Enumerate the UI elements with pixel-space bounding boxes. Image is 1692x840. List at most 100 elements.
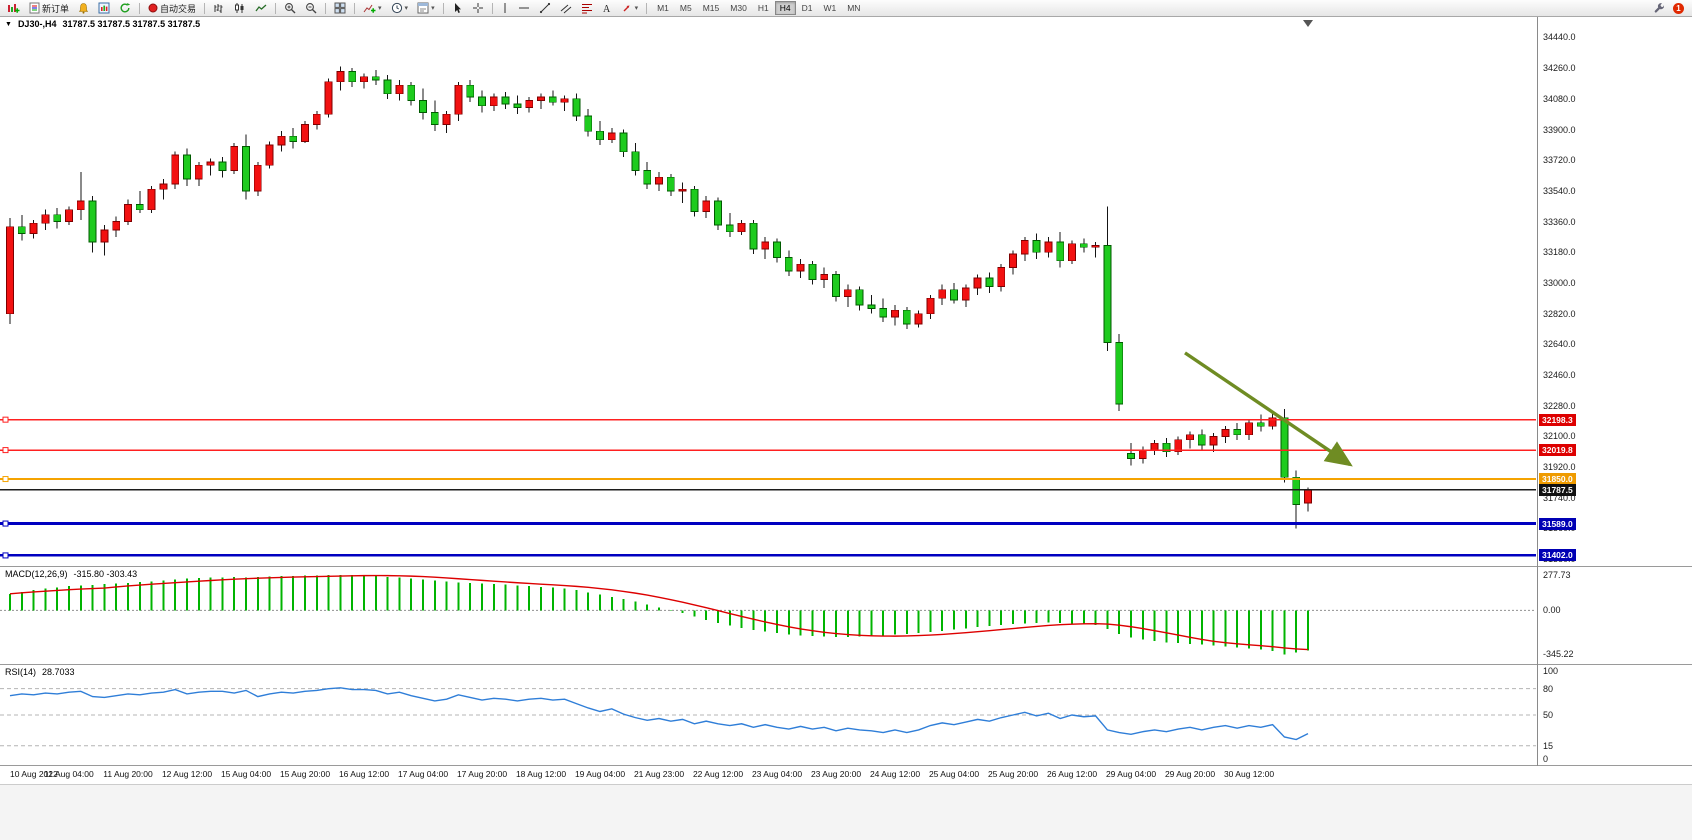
price-tag-31850.0: 31850.0 bbox=[1539, 473, 1576, 486]
candle bbox=[1103, 245, 1112, 344]
crosshair-icon bbox=[472, 3, 483, 13]
svg-text:A: A bbox=[603, 4, 611, 14]
candle bbox=[950, 289, 958, 301]
refresh-button[interactable] bbox=[116, 0, 134, 16]
trendline-tool-button[interactable] bbox=[536, 0, 554, 16]
candle bbox=[277, 135, 286, 146]
price-tick: 33720.0 bbox=[1543, 155, 1576, 166]
settings-button[interactable] bbox=[1650, 0, 1668, 16]
clock-icon bbox=[391, 2, 402, 14]
symbol-ohlc-readout: ▼ DJ30-,H4 31787.5 31787.5 31787.5 31787… bbox=[5, 19, 200, 29]
horizontal-line-icon bbox=[518, 7, 529, 9]
periods-button[interactable]: ▾ bbox=[388, 0, 412, 16]
candle bbox=[454, 84, 463, 115]
panel-separator[interactable] bbox=[0, 566, 1692, 567]
timeframe-h1-button[interactable]: H1 bbox=[757, 3, 769, 13]
alerts-button[interactable] bbox=[75, 0, 92, 16]
price-tick: 33000.0 bbox=[1543, 277, 1576, 288]
chart-profiles-button[interactable] bbox=[95, 0, 113, 16]
candle bbox=[1186, 434, 1194, 441]
time-label: 11 Aug 04:00 bbox=[44, 769, 94, 779]
candle bbox=[1162, 442, 1171, 453]
candle bbox=[855, 289, 864, 306]
candle bbox=[135, 204, 144, 211]
templates-button[interactable]: ▾ bbox=[414, 0, 438, 16]
candle bbox=[171, 154, 180, 185]
zoom-out-icon bbox=[306, 3, 317, 14]
price-tick: 31920.0 bbox=[1543, 462, 1576, 473]
time-label: 30 Aug 12:00 bbox=[1223, 769, 1275, 779]
indicators-button[interactable]: ▾ bbox=[360, 0, 385, 16]
chart-shift-marker[interactable] bbox=[1303, 20, 1313, 27]
timeframe-d1-button[interactable]: D1 bbox=[801, 3, 813, 13]
text-tool-button[interactable]: A bbox=[599, 0, 615, 16]
auto-trading-label: 自动交易 bbox=[160, 3, 197, 14]
horizontal-line-tool-button[interactable] bbox=[515, 0, 533, 16]
candlestick-plot bbox=[0, 20, 1536, 559]
candle bbox=[513, 103, 522, 108]
bar-chart-button[interactable] bbox=[210, 0, 228, 16]
wrench-icon bbox=[1654, 3, 1664, 13]
time-label: 16 Aug 12:00 bbox=[338, 769, 390, 779]
channel-tool-button[interactable] bbox=[557, 0, 575, 16]
candlestick-chart-button[interactable] bbox=[231, 0, 249, 16]
fibonacci-tool-button[interactable] bbox=[578, 0, 596, 16]
bar-chart-icon bbox=[214, 4, 223, 13]
timeframe-h4-button[interactable]: H4 bbox=[774, 1, 796, 15]
timeframe-mn-button[interactable]: MN bbox=[847, 3, 861, 13]
chart-window-icon bbox=[98, 2, 110, 14]
timeframe-m5-button[interactable]: M5 bbox=[679, 3, 692, 13]
candle bbox=[761, 241, 770, 250]
time-label: 21 Aug 23:00 bbox=[633, 769, 685, 779]
candle bbox=[489, 96, 498, 107]
candle bbox=[596, 130, 604, 141]
line-chart-button[interactable] bbox=[252, 0, 270, 16]
cursor-tool-button[interactable] bbox=[449, 0, 466, 16]
new-order-button[interactable]: 新订单 bbox=[26, 0, 72, 16]
candle bbox=[312, 113, 321, 125]
rsi-value: 28.7033 bbox=[42, 667, 75, 677]
toolbar-right-group: 1 bbox=[1650, 0, 1688, 16]
dropdown-caret-icon: ▾ bbox=[634, 5, 639, 12]
toolbar-separator bbox=[139, 2, 141, 14]
bottom-strip bbox=[0, 784, 1692, 840]
new-chart-button[interactable] bbox=[4, 0, 23, 16]
arrows-tool-button[interactable]: ▾ bbox=[618, 0, 642, 16]
crosshair-tool-button[interactable] bbox=[469, 0, 487, 16]
tile-windows-button[interactable] bbox=[331, 0, 349, 16]
candle bbox=[1209, 436, 1218, 446]
time-label: 29 Aug 04:00 bbox=[1105, 769, 1157, 779]
resistance-line-2-handle[interactable] bbox=[2, 447, 9, 454]
timeframe-m1-button[interactable]: M1 bbox=[657, 3, 669, 13]
notification-badge[interactable]: 1 bbox=[1673, 2, 1684, 14]
candle bbox=[1079, 243, 1088, 248]
candle bbox=[985, 277, 994, 287]
support-line-blue-2-handle[interactable] bbox=[2, 552, 9, 559]
toolbar-separator bbox=[325, 2, 327, 14]
timeframe-m15-button[interactable]: M15 bbox=[702, 3, 720, 13]
panel-separator[interactable] bbox=[0, 664, 1692, 665]
rsi-line bbox=[9, 687, 1309, 741]
zoom-out-button[interactable] bbox=[302, 0, 320, 16]
auto-trading-button[interactable]: 自动交易 bbox=[145, 0, 199, 16]
candle bbox=[643, 170, 652, 185]
candle bbox=[1221, 429, 1230, 437]
zoom-in-button[interactable] bbox=[281, 0, 299, 16]
candle bbox=[1115, 342, 1124, 405]
support-line-orange-handle[interactable] bbox=[2, 476, 9, 483]
time-label: 12 Aug 12:00 bbox=[161, 769, 213, 779]
support-line-blue-1-handle[interactable] bbox=[2, 520, 9, 527]
candle bbox=[124, 204, 132, 222]
candle bbox=[218, 161, 227, 171]
timeframe-w1-button[interactable]: W1 bbox=[823, 3, 837, 13]
timeframe-m30-button[interactable]: M30 bbox=[730, 3, 747, 13]
candle bbox=[784, 257, 793, 272]
candle bbox=[1280, 417, 1289, 478]
tile-windows-icon bbox=[334, 2, 346, 14]
candle bbox=[407, 84, 416, 101]
rsi-panel: RSI(14) 28.7033 100 80 50 15 0 bbox=[0, 665, 1692, 765]
vertical-line-tool-button[interactable] bbox=[498, 0, 512, 16]
time-label: 26 Aug 12:00 bbox=[1046, 769, 1098, 779]
trend-arrow-annotation[interactable] bbox=[1184, 351, 1353, 467]
resistance-line-1-handle[interactable] bbox=[2, 416, 9, 423]
